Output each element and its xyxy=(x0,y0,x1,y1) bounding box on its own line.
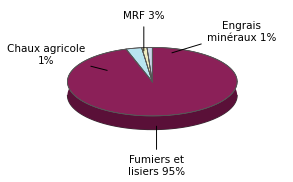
Polygon shape xyxy=(147,47,152,82)
Polygon shape xyxy=(126,48,142,63)
Polygon shape xyxy=(126,48,152,82)
Polygon shape xyxy=(147,47,152,61)
Text: Chaux agricole
1%: Chaux agricole 1% xyxy=(7,44,107,70)
Text: Engrais
minéraux 1%: Engrais minéraux 1% xyxy=(172,21,276,53)
Text: MRF 3%: MRF 3% xyxy=(123,11,165,51)
Polygon shape xyxy=(142,48,152,82)
Polygon shape xyxy=(142,48,147,61)
Polygon shape xyxy=(67,47,237,130)
Polygon shape xyxy=(67,47,237,116)
Text: Fumiers et
lisiers 95%: Fumiers et lisiers 95% xyxy=(128,126,185,177)
